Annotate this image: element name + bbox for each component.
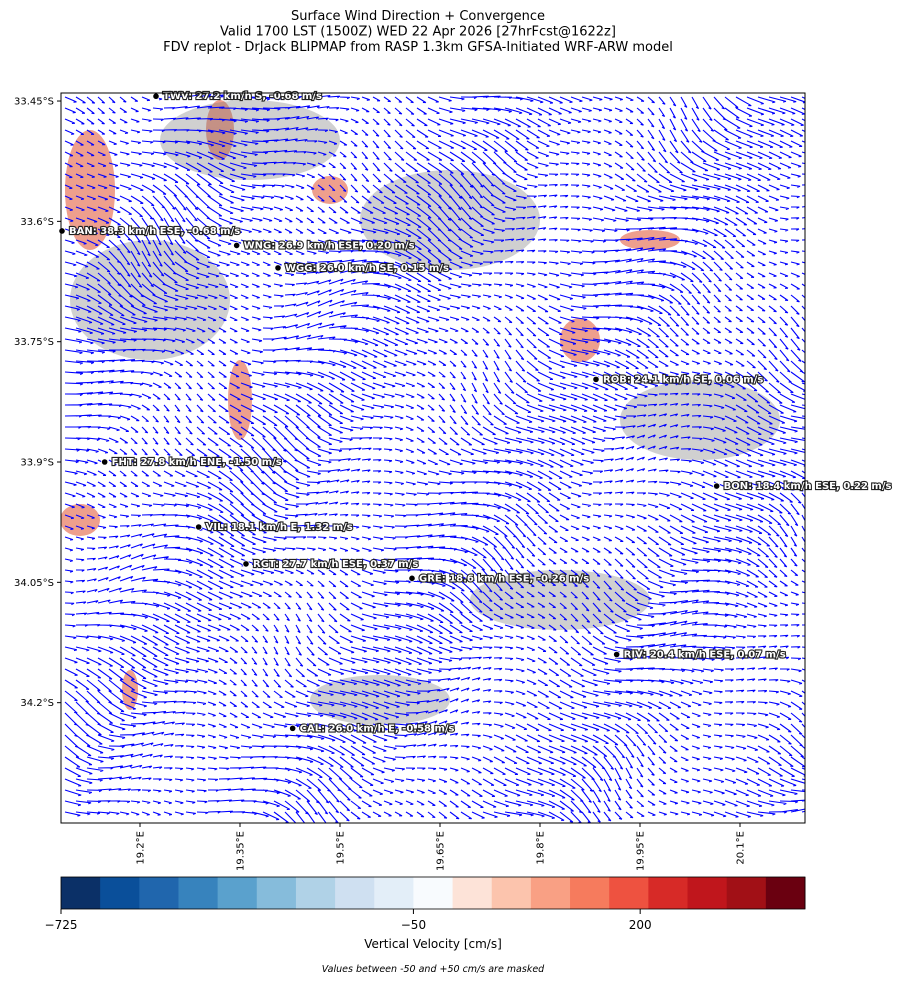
station-label: RGT: 27.7 km/h ESE, 0.37 m/s (253, 559, 418, 570)
colorbar-segment (374, 877, 414, 909)
station-label: RIV: 20.4 km/h ESE, 0.07 m/s (624, 650, 786, 661)
station-marker (152, 92, 160, 100)
station-label: ROB: 24.1 km/h SE, 0.06 m/s (603, 374, 763, 385)
field-layer (61, 94, 805, 823)
x-tick-label: 19.2°E (136, 831, 147, 865)
colorbar-segment (726, 877, 767, 909)
colorbar-segment (491, 877, 532, 909)
station-marker (195, 523, 203, 531)
x-tick-label: 19.95°E (636, 831, 647, 871)
y-tick-label: 33.45°S (14, 97, 54, 108)
colorbar-segment (413, 877, 454, 909)
x-tick-label: 19.5°E (336, 831, 347, 865)
colorbar-segment (256, 877, 297, 909)
colorbar-segment (570, 877, 610, 909)
colorbar-segment (765, 877, 806, 909)
x-tick-label: 20.1°E (736, 831, 747, 865)
colorbar-label: Vertical Velocity [cm/s] (364, 937, 502, 951)
station-marker (408, 574, 416, 582)
station-label: BON: 18.4 km/h ESE, 0.22 m/s (724, 481, 892, 492)
colorbar-segment (139, 877, 179, 909)
colorbar-segment (100, 877, 140, 909)
station-marker (233, 241, 241, 250)
station-marker (242, 560, 250, 568)
station-marker (592, 375, 600, 383)
chart-title: Valid 1700 LST (1500Z) WED 22 Apr 2026 [… (220, 25, 616, 40)
colorbar-segment (530, 877, 571, 909)
colorbar-tick-label: 200 (629, 918, 652, 932)
wind-vectors (64, 94, 805, 823)
y-tick-label: 33.6°S (20, 217, 54, 228)
y-tick-label: 34.2°S (20, 698, 54, 709)
colorbar-segment (648, 877, 689, 909)
chart-title: FDV replot - DrJack BLIPMAP from RASP 1.… (163, 40, 673, 55)
colorbar-segment (609, 877, 649, 909)
station-label: GRE: 18.6 km/h ESE, -0.26 m/s (419, 573, 589, 584)
colorbar-segment (687, 877, 728, 909)
colorbar-segment (335, 877, 375, 909)
station-label: WNG: 26.9 km/h ESE, 0.20 m/s (244, 240, 415, 251)
colorbar-segment (295, 877, 336, 909)
map-frame (60, 92, 806, 824)
station-label: FHT: 27.8 km/h ENE, -1.50 m/s (112, 457, 282, 468)
y-tick-label: 33.75°S (14, 337, 54, 348)
station-marker (613, 650, 621, 659)
station-marker (274, 264, 282, 272)
colorbar-segment (61, 877, 101, 909)
chart-title: Surface Wind Direction + Convergence (291, 9, 545, 24)
x-tick-label: 19.35°E (236, 831, 247, 871)
colorbar: −725 −50 200 (45, 877, 806, 932)
station-marker (713, 482, 721, 490)
x-tick-label: 19.8°E (536, 831, 547, 865)
note: Values between -50 and +50 cm/s are mask… (322, 964, 545, 975)
station-marker (289, 724, 297, 732)
colorbar-segment (452, 877, 493, 909)
colorbar-tick-label: −50 (401, 918, 426, 932)
colorbar-tick-label: −725 (45, 918, 78, 932)
x-tick-label: 19.65°E (436, 831, 447, 871)
station-label: CAL: 26.0 km/h E, -0.58 m/s (300, 723, 455, 734)
station-label: WGG: 26.0 km/h SE, 0.15 m/s (285, 263, 449, 274)
colorbar-frame (60, 876, 806, 910)
station-label: BAN: 38.3 km/h ESE, -0.68 m/s (69, 226, 240, 237)
colorbar-segment (217, 877, 258, 909)
station-marker (58, 227, 66, 235)
station-marker (101, 458, 109, 466)
y-tick-label: 33.9°S (20, 458, 54, 469)
colorbar-segment (178, 877, 219, 909)
station-label: VIL: 18.1 km/h E, 1.32 m/s (206, 522, 353, 533)
y-tick-label: 34.05°S (14, 578, 54, 589)
